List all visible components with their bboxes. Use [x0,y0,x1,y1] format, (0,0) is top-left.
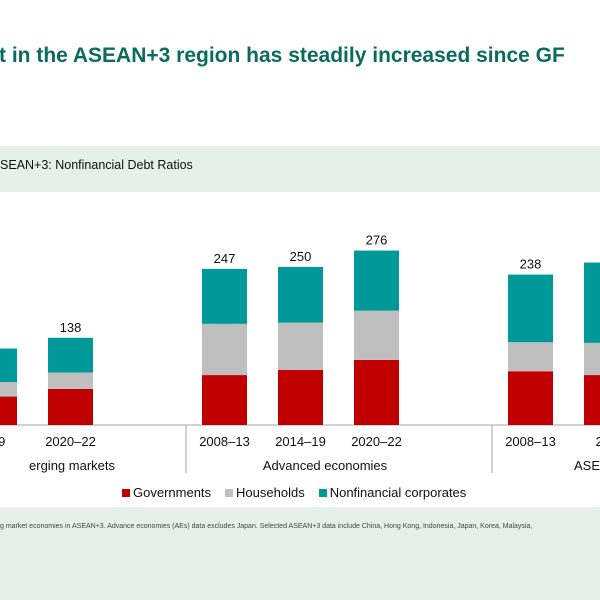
chart-subtitle: SEAN+3: Nonfinancial Debt Ratios [0,158,193,172]
bar-segment-nonfinancial-corporates [48,337,93,373]
bar-segment-households [354,310,399,360]
bar-segment-nonfinancial-corporates [354,250,399,311]
group-label: ASE [574,458,600,473]
chart-header-band: SEAN+3: Nonfinancial Debt Ratios [0,146,600,192]
legend-swatch-corporates [318,488,327,497]
data-label-total: 250 [290,249,312,264]
legend-item-governments: Governments [122,485,211,500]
bar-segment-nonfinancial-corporates [0,348,17,383]
bar-segment-governments [278,370,323,425]
bar-segment-nonfinancial-corporates [278,267,323,323]
bar-segment-households [508,342,553,372]
legend-item-corporates: Nonfinancial corporates [318,485,467,500]
x-tick-label: 2020–22 [45,434,96,449]
footnote-band: g market economies in ASEAN+3. Advance e… [0,507,600,600]
bar-segment-nonfinancial-corporates [584,262,600,343]
x-tick-label: 201 [596,434,600,449]
group-label: erging markets [29,458,115,473]
x-tick-label: 2014–19 [275,434,326,449]
data-label-total: 247 [214,251,236,266]
legend-label: Households [236,485,305,500]
data-label-total: 276 [366,233,388,248]
legend-label: Nonfinancial corporates [329,485,467,500]
data-label-total: 138 [60,320,82,335]
bar-segment-nonfinancial-corporates [508,274,553,343]
x-tick-label: 2020–22 [351,434,402,449]
bar-segment-governments [48,388,93,425]
bar-segment-households [278,322,323,371]
slide-title: t in the ASEAN+3 region has steadily inc… [0,44,565,67]
bar-segment-governments [354,359,399,425]
x-tick-label: 2008–13 [505,434,556,449]
bar-segment-governments [508,371,553,425]
data-label-total: 238 [520,257,542,272]
bar-segment-nonfinancial-corporates [202,268,247,324]
bar-segment-governments [0,396,17,425]
legend-swatch-governments [122,488,130,497]
x-tick-label: –19 [0,434,5,449]
bar-segment-households [0,382,17,397]
legend: Governments Households Nonfinancial corp… [122,485,466,500]
bar-segment-governments [584,375,600,425]
legend-label: Governments [133,485,212,500]
legend-item-households: Households [225,485,305,500]
bar-segment-households [584,342,600,376]
bar-segment-governments [202,375,247,425]
group-label: Advanced economies [263,458,388,473]
bar-segment-households [202,323,247,376]
legend-swatch-households [225,488,234,497]
bar-segment-households [48,372,93,389]
footnote: g market economies in ASEAN+3. Advance e… [0,523,533,530]
x-tick-label: 2008–13 [199,434,250,449]
